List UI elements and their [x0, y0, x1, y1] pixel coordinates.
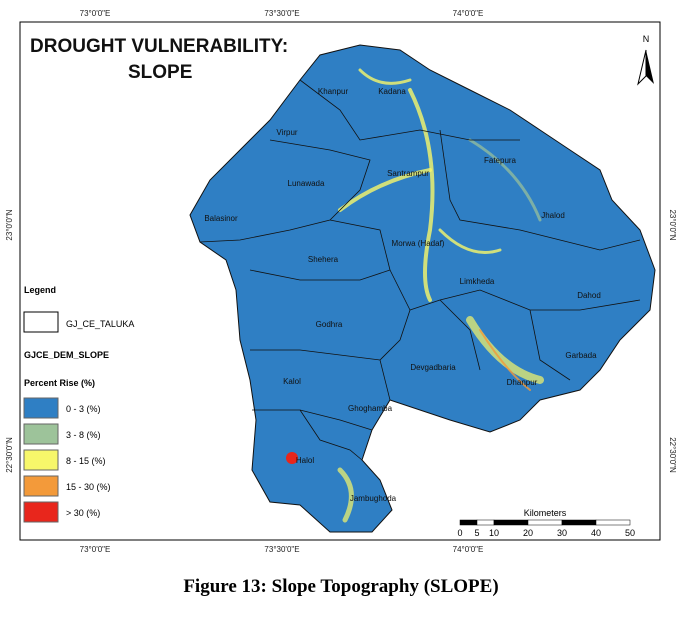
- taluka-label: Shehera: [308, 255, 339, 264]
- taluka-label: Dahod: [577, 291, 601, 300]
- taluka-label: Morwa (Hadaf): [392, 239, 445, 248]
- taluka-label: Halol: [296, 456, 314, 465]
- scale-title: Kilometers: [524, 508, 567, 518]
- coord-label: 73°30'0"E: [264, 545, 299, 554]
- scale-segment: [527, 519, 563, 526]
- legend-label: 8 - 15 (%): [66, 456, 106, 466]
- scale-bar: Kilometers 0 5 10 20 30 40 50: [457, 508, 635, 538]
- legend-label: 3 - 8 (%): [66, 430, 101, 440]
- taluka-label: Santrampur: [387, 169, 429, 178]
- legend-label: 15 - 30 (%): [66, 482, 111, 492]
- legend-boundary-swatch: [23, 311, 59, 333]
- legend-label: > 30 (%): [66, 508, 100, 518]
- legend-classes: 0 - 3 (%) 3 - 8 (%) 8 - 15 (%) 15 - 30 (%) >…: [23, 397, 111, 523]
- taluka-label: Khanpur: [318, 87, 349, 96]
- north-arrow: N: [637, 34, 654, 86]
- scale-segment: [595, 519, 631, 526]
- taluka-label: Jhalod: [541, 211, 565, 220]
- coord-label: 74°0'0"E: [453, 9, 484, 18]
- legend-unit: Percent Rise (%): [24, 378, 95, 388]
- coord-label: 22°30'0"N: [5, 437, 14, 473]
- taluka-label: Balasinor: [204, 214, 238, 223]
- taluka-label: Godhra: [316, 320, 343, 329]
- coord-label: 74°0'0"E: [453, 545, 484, 554]
- scale-tick: 30: [557, 528, 567, 538]
- legend-swatch: [23, 501, 59, 523]
- taluka-label: Dhanpur: [507, 378, 538, 387]
- coord-label: 73°30'0"E: [264, 9, 299, 18]
- coord-label: 73°0'0"E: [80, 9, 111, 18]
- figure-caption: Figure 13: Slope Topography (SLOPE): [183, 576, 498, 597]
- legend-swatch: [23, 423, 59, 445]
- scale-segment: [561, 519, 597, 526]
- map-title: DROUGHT VULNERABILITY:: [30, 36, 288, 57]
- taluka-label: Devgadbaria: [410, 363, 456, 372]
- slope-streaks: [286, 68, 544, 523]
- taluka-label: Virpur: [276, 128, 298, 137]
- legend: Legend GJ_CE_TALUKA GJCE_DEM_SLOPE Perce…: [23, 285, 134, 523]
- coord-label: 23°0'0"N: [5, 209, 14, 240]
- legend-swatch: [23, 397, 59, 419]
- coord-label: 22°30'0"N: [668, 437, 677, 473]
- taluka-labels: Khanpur Kadana Virpur Fatepura Santrampu…: [204, 87, 600, 503]
- scale-tick: 20: [523, 528, 533, 538]
- north-label: N: [643, 34, 650, 44]
- legend-boundary: GJ_CE_TALUKA: [66, 319, 134, 329]
- coord-label: 23°0'0"N: [668, 209, 677, 240]
- taluka-label: Lunawada: [288, 179, 325, 188]
- scale-tick: 50: [625, 528, 635, 538]
- scale-tick: 0: [457, 528, 462, 538]
- district-area: [189, 44, 656, 533]
- scale-segment: [459, 519, 478, 526]
- taluka-label: Kalol: [283, 377, 301, 386]
- scale-segment: [493, 519, 529, 526]
- legend-swatch: [23, 475, 59, 497]
- taluka-label: Garbada: [565, 351, 597, 360]
- taluka-label: Limkheda: [460, 277, 495, 286]
- scale-tick: 10: [489, 528, 499, 538]
- legend-layer: GJCE_DEM_SLOPE: [24, 350, 109, 360]
- taluka-boundaries: [199, 79, 641, 461]
- taluka-label: Jambughoda: [350, 494, 397, 503]
- taluka-label: Ghoghamba: [348, 404, 393, 413]
- coord-labels: 73°0'0"E 73°30'0"E 74°0'0"E 73°0'0"E 73°…: [5, 9, 677, 554]
- scale-segment: [476, 519, 495, 526]
- taluka-label: Fatepura: [484, 156, 517, 165]
- scale-tick: 40: [591, 528, 601, 538]
- map-title: SLOPE: [128, 62, 192, 83]
- coord-label: 73°0'0"E: [80, 545, 111, 554]
- legend-title: Legend: [24, 285, 56, 295]
- taluka-label: Kadana: [378, 87, 406, 96]
- legend-swatch: [23, 449, 59, 471]
- scale-tick: 5: [474, 528, 479, 538]
- legend-label: 0 - 3 (%): [66, 404, 101, 414]
